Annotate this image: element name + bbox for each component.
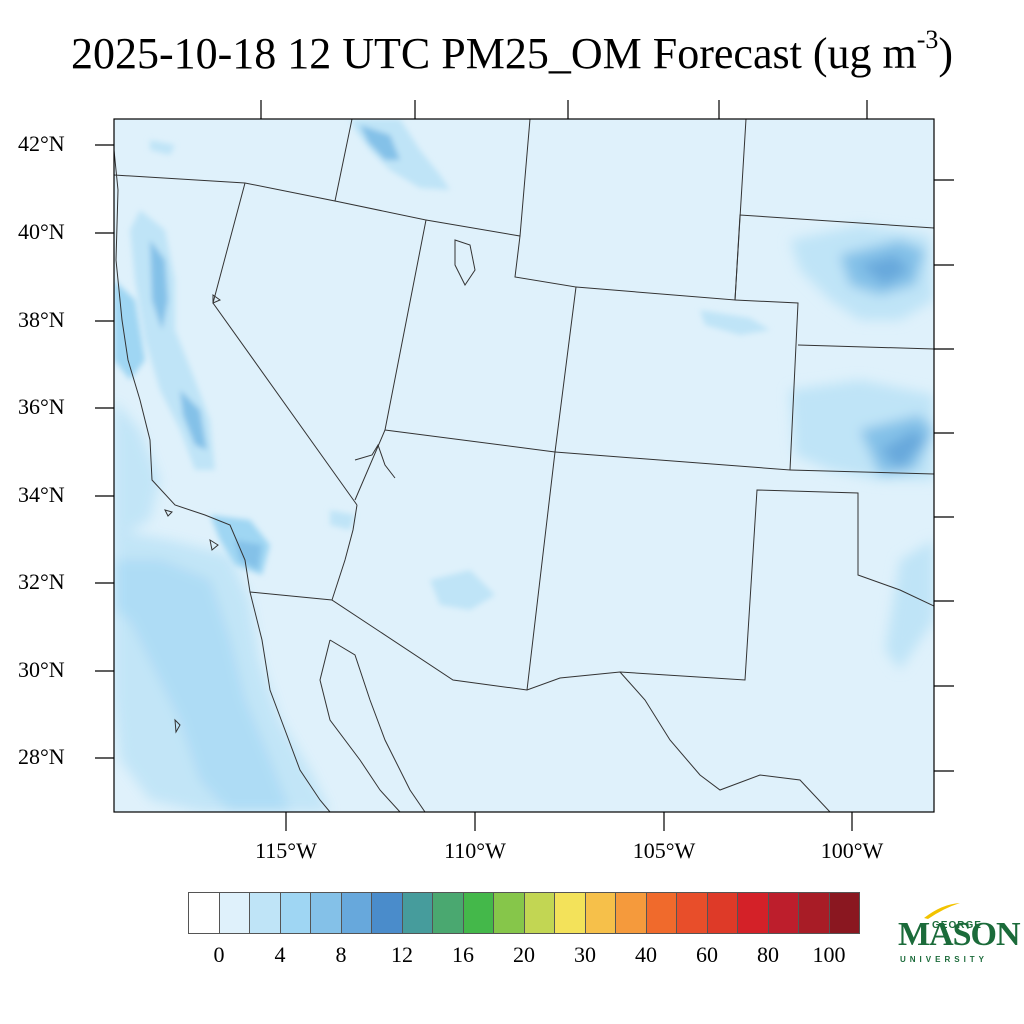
colorbar-cell (646, 893, 677, 933)
map-frame (113, 118, 935, 813)
boundaries (114, 119, 934, 812)
colorbar-label: 16 (452, 942, 474, 967)
lat-label-32: 32°N (18, 569, 65, 594)
lat-label-42: 42°N (18, 131, 65, 156)
colorbar-cell (524, 893, 555, 933)
colorbar-cell (189, 893, 220, 933)
colorbar-label: 0 (213, 942, 225, 967)
colorbar (188, 892, 860, 934)
colorbar-label: 4 (274, 942, 286, 967)
colorbar-label: 12 (391, 942, 413, 967)
colorbar-cell (219, 893, 250, 933)
gmu-logo: GEORGE MASON UNIVERSITY (896, 900, 1021, 970)
colorbar-cell (463, 893, 494, 933)
axis-ticks (95, 100, 954, 831)
colorbar-label: 30 (574, 942, 596, 967)
logo-mason-text: MASON (898, 916, 1021, 953)
colorbar-label: 8 (335, 942, 347, 967)
colorbar-label: 40 (635, 942, 657, 967)
colorbar-label: 20 (513, 942, 535, 967)
map-title: 2025-10-18 12 UTC PM25_OM Forecast (ug m… (0, 26, 1024, 82)
lat-label-34: 34°N (18, 482, 65, 507)
lon-label-110w: 110°W (444, 838, 506, 863)
colorbar-cell (768, 893, 799, 933)
colorbar-cell (250, 893, 281, 933)
colorbar-cell (799, 893, 830, 933)
colorbar-cell (402, 893, 433, 933)
colorbar-cell (555, 893, 586, 933)
lon-label-100w: 100°W (820, 838, 884, 863)
colorbar-cell (585, 893, 616, 933)
title-superscript: -3 (916, 25, 939, 54)
lat-label-28: 28°N (18, 744, 65, 769)
logo-george-text: GEORGE (932, 920, 982, 931)
colorbar-label: 60 (696, 942, 718, 967)
colorbar-cell (707, 893, 738, 933)
colorbar-cell (311, 893, 342, 933)
lat-label-36: 36°N (18, 394, 65, 419)
title-main: 2025-10-18 12 UTC PM25_OM Forecast (ug m (70, 29, 917, 78)
colorbar-cell (372, 893, 403, 933)
title-close: ) (938, 29, 954, 78)
colorbar-cell (341, 893, 372, 933)
colorbar-cell (280, 893, 311, 933)
concentration-field (114, 119, 934, 812)
lat-label-40: 40°N (18, 219, 65, 244)
colorbar-cell (616, 893, 647, 933)
colorbar-cell (738, 893, 769, 933)
colorbar-label: 100 (812, 942, 846, 967)
colorbar-cell (433, 893, 464, 933)
lon-label-115w: 115°W (255, 838, 317, 863)
lon-label-105w: 105°W (632, 838, 696, 863)
lat-label-38: 38°N (18, 307, 65, 332)
logo-university-text: UNIVERSITY (900, 955, 989, 964)
colorbar-cell (677, 893, 708, 933)
lat-label-30: 30°N (18, 657, 65, 682)
colorbar-label: 80 (757, 942, 779, 967)
colorbar-cell (829, 893, 859, 933)
colorbar-cell (494, 893, 525, 933)
swoosh-icon (924, 903, 960, 919)
